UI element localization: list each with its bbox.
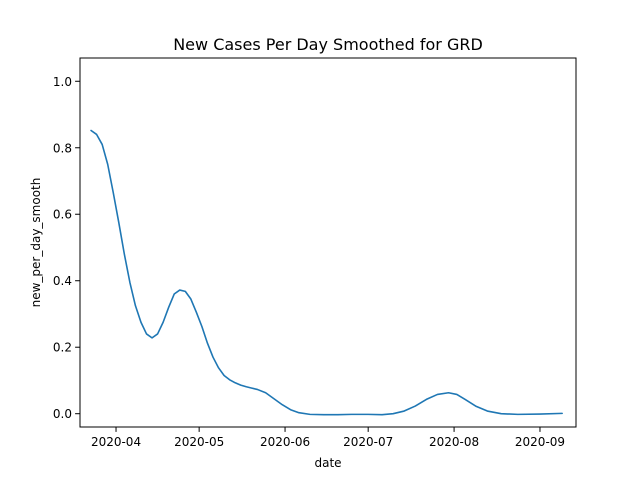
x-axis: 2020-04 2020-05 2020-06 2020-07 2020-08 2020-…	[91, 427, 565, 449]
y-axis-label: new_per_day_smooth	[29, 178, 43, 308]
x-tick-label: 2020-08	[429, 435, 479, 449]
x-axis-label: date	[314, 456, 341, 470]
y-tick-label: 0.0	[53, 407, 72, 421]
y-tick-label: 0.6	[53, 208, 72, 222]
series-layer	[90, 129, 563, 416]
plot-frame	[79, 57, 577, 428]
x-tick-label: 2020-06	[260, 435, 310, 449]
x-tick-label: 2020-05	[174, 435, 224, 449]
y-axis: 0.0 0.2 0.4 0.6 0.8 1.0	[53, 75, 80, 421]
series-line	[90, 129, 563, 416]
y-tick-label: 1.0	[53, 75, 72, 89]
y-tick-label: 0.8	[53, 141, 72, 155]
y-tick-label: 0.4	[53, 274, 72, 288]
chart-title: New Cases Per Day Smoothed for GRD	[173, 35, 483, 54]
x-tick-label: 2020-09	[515, 435, 565, 449]
x-tick-label: 2020-07	[343, 435, 393, 449]
x-tick-label: 2020-04	[91, 435, 141, 449]
y-tick-label: 0.2	[53, 341, 72, 355]
